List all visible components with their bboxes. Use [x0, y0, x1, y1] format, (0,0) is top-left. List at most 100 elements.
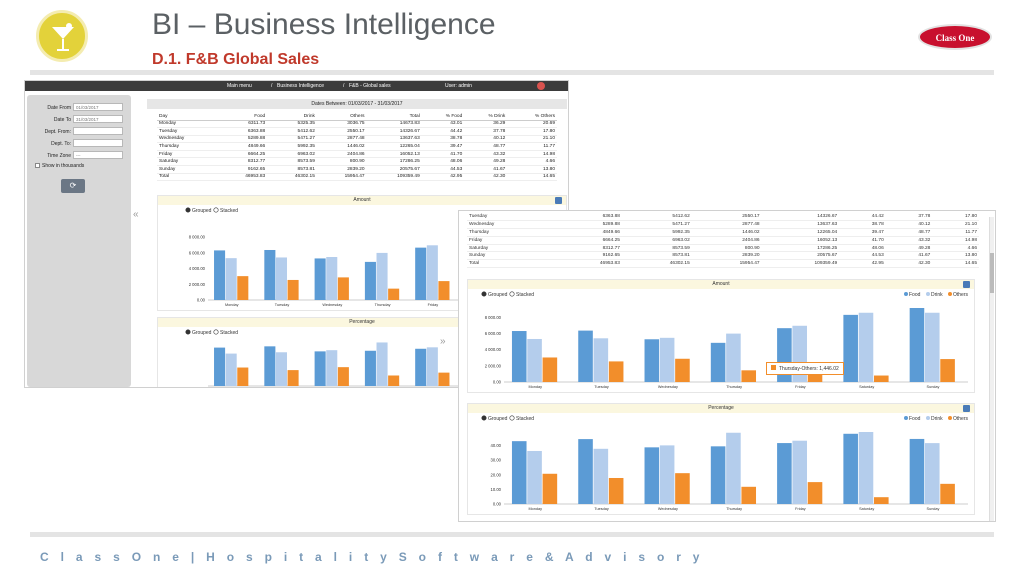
cocktail-glass-icon	[52, 23, 74, 51]
table-cell: 4849.66	[552, 228, 622, 237]
y-tick-label: 8 000.00	[485, 315, 502, 320]
checkbox-icon[interactable]	[35, 163, 40, 168]
table-cell: 2839.20	[691, 251, 762, 261]
bar-food	[415, 348, 427, 386]
x-tick-label: Thursday	[726, 507, 742, 511]
table-cell: 20575.67	[366, 165, 422, 174]
table-cell: 6963.02	[267, 150, 317, 159]
bar-food	[843, 433, 858, 504]
collapse-left-icon[interactable]: «	[133, 209, 139, 220]
table-cell: 6664.25	[552, 236, 622, 245]
sales-table-zoom: Tuesday 6363.88 5412.62 2550.17 14326.67 44.4…	[467, 213, 979, 269]
bar-others	[287, 279, 299, 300]
table-cell: 49.28	[464, 157, 508, 167]
table-cell: 37.78	[464, 127, 508, 136]
bar-others	[438, 281, 450, 300]
table-cell: 109359.49	[761, 259, 840, 269]
breadcrumb-main-menu[interactable]: Main menu	[227, 83, 252, 89]
table-header-cell: Others	[316, 113, 367, 121]
table-row: Total 46953.83 46302.15 15954.47 109359.49 42…	[157, 173, 557, 182]
y-tick-label: 8 000.00	[189, 235, 206, 240]
y-tick-label: 2 000.00	[189, 282, 206, 287]
scrollbar-thumb[interactable]	[990, 253, 994, 293]
table-cell: Thursday	[467, 228, 553, 237]
date-from-input[interactable]: 01/03/2017	[73, 103, 123, 111]
bar-others	[741, 370, 757, 382]
bar-drink	[792, 440, 807, 504]
table-cell: 800.90	[316, 157, 367, 167]
app-screenshot-zoom: Tuesday 6363.88 5412.62 2550.17 14326.67 44.4…	[458, 210, 996, 522]
breadcrumb-bi[interactable]: Business Intelligence	[277, 83, 324, 89]
table-cell: 800.90	[691, 244, 762, 253]
export-icon[interactable]	[963, 281, 970, 288]
y-tick-label: 6 000.00	[189, 250, 206, 255]
dept-from-input[interactable]	[73, 127, 123, 135]
table-cell: 20575.67	[761, 251, 840, 261]
radio-icon	[509, 415, 515, 421]
bar-drink	[326, 257, 338, 300]
bar-food	[214, 250, 226, 300]
table-cell: 5289.88	[217, 135, 268, 144]
x-tick-label: Wednesday	[322, 303, 342, 307]
legend-label: Food	[909, 292, 921, 298]
table-cell: 40.12	[464, 135, 508, 144]
bar-food	[644, 339, 660, 382]
vertical-scrollbar[interactable]	[989, 217, 994, 521]
amount-chart-title: Amount	[353, 197, 371, 203]
table-cell: 44.42	[839, 213, 886, 222]
cocktail-logo	[36, 10, 88, 62]
record-icon[interactable]	[537, 82, 545, 90]
table-cell: 39.47	[421, 142, 465, 151]
table-cell: Sunday	[467, 251, 553, 261]
thousands-checkbox[interactable]: Show in thousands	[35, 163, 84, 169]
timezone-select[interactable]: ---	[73, 151, 123, 159]
table-cell: 46302.15	[621, 259, 692, 269]
table-cell: 49.28	[885, 244, 933, 253]
table-header-cell: Drink	[267, 113, 317, 121]
date-to-input[interactable]: 31/03/2017	[73, 115, 123, 123]
table-header-cell: Food	[217, 113, 268, 121]
bar-others	[438, 372, 450, 386]
sales-table: Day Food Drink Others Total% Food% Drink% Ot…	[157, 113, 557, 182]
table-cell: 48.77	[464, 142, 508, 151]
bar-others	[741, 486, 757, 504]
table-cell: Friday	[467, 236, 553, 245]
table-cell: 2839.20	[316, 165, 367, 174]
table-cell: 13.80	[932, 251, 979, 261]
export-icon[interactable]	[963, 405, 970, 412]
breadcrumb-separator: /	[343, 83, 345, 89]
export-icon[interactable]	[555, 197, 562, 204]
table-cell: 44.53	[839, 251, 886, 261]
y-tick-label: 4 000.00	[485, 347, 502, 352]
bar-drink	[924, 312, 940, 382]
table-cell: 14326.67	[761, 213, 840, 222]
table-cell: 5289.88	[552, 220, 622, 230]
y-tick-label: 20.00	[491, 472, 502, 477]
table-cell: 2550.17	[691, 213, 762, 222]
table-cell: 13.80	[507, 165, 557, 174]
table-cell: 9162.65	[552, 251, 622, 261]
tooltip-swatch	[771, 365, 776, 370]
table-cell: 46953.83	[552, 259, 622, 269]
x-tick-label: Tuesday	[594, 385, 609, 389]
expand-right-icon[interactable]: »	[440, 336, 446, 347]
table-cell: Total	[467, 259, 553, 269]
bar-drink	[924, 443, 940, 504]
table-cell: 42.30	[885, 259, 933, 269]
table-cell: 1446.02	[316, 142, 367, 151]
table-cell: 5992.35	[267, 142, 317, 151]
table-cell: 17.80	[507, 127, 557, 136]
table-cell: 14.65	[932, 259, 979, 269]
bar-drink	[376, 342, 388, 386]
table-cell: 20.69	[507, 120, 557, 129]
bar-others	[237, 276, 249, 300]
amount-chart-title: Amount	[712, 281, 730, 287]
table-cell: 15954.47	[691, 259, 762, 269]
bar-food	[710, 342, 726, 382]
dept-to-input[interactable]	[73, 139, 123, 147]
refresh-button[interactable]: ⟳	[61, 179, 85, 193]
timezone-label: Time Zone	[47, 153, 71, 159]
bottom-divider	[30, 532, 994, 537]
table-cell: 41.67	[885, 251, 933, 261]
